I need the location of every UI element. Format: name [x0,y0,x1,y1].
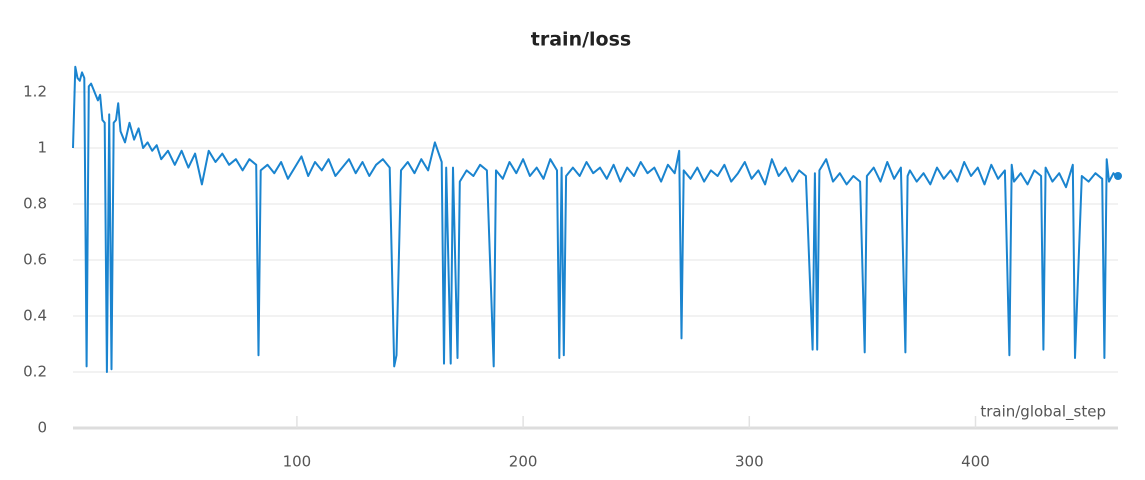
last-point [1114,172,1122,180]
y-tick-label: 0 [37,419,47,437]
y-tick-label: 1 [37,139,47,157]
loss-line [72,65,1118,373]
y-tick-label: 0.6 [23,251,47,269]
x-tick-label: 200 [509,453,538,471]
x-tick-label: 300 [735,453,764,471]
y-tick-label: 0.8 [23,195,47,213]
y-tick-label: 1.2 [23,83,47,101]
x-tick-label: 400 [961,453,990,471]
chart-title: train/loss [531,29,631,51]
x-tick-label: 100 [283,453,312,471]
y-tick-label: 0.2 [23,363,47,381]
y-tick-label: 0.4 [23,307,47,325]
x-axis-label: train/global_step [980,403,1106,422]
